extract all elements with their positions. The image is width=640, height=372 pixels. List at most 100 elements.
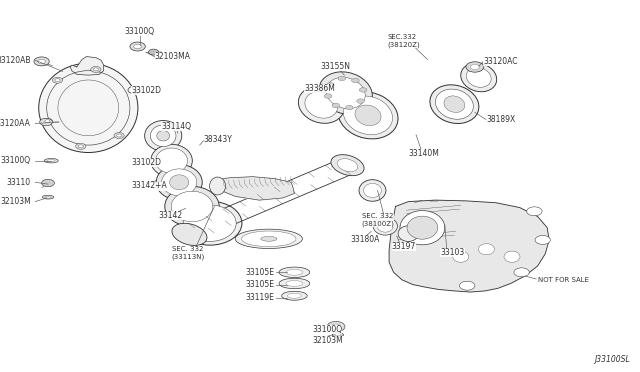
Circle shape bbox=[514, 268, 529, 277]
Ellipse shape bbox=[156, 164, 202, 200]
Text: 33102D: 33102D bbox=[131, 86, 161, 95]
Text: 33100Q: 33100Q bbox=[125, 27, 155, 36]
Text: 33140M: 33140M bbox=[408, 149, 439, 158]
Text: 33142: 33142 bbox=[159, 211, 183, 220]
Circle shape bbox=[332, 324, 340, 329]
Polygon shape bbox=[218, 177, 294, 200]
Ellipse shape bbox=[364, 183, 381, 198]
Ellipse shape bbox=[326, 77, 365, 109]
Ellipse shape bbox=[373, 217, 397, 235]
Circle shape bbox=[351, 78, 359, 83]
Ellipse shape bbox=[504, 251, 520, 262]
Ellipse shape bbox=[170, 175, 189, 190]
Circle shape bbox=[359, 88, 367, 92]
Circle shape bbox=[34, 57, 49, 66]
Ellipse shape bbox=[282, 291, 307, 300]
Circle shape bbox=[76, 143, 86, 149]
Text: 33120AB: 33120AB bbox=[0, 56, 31, 65]
Circle shape bbox=[40, 118, 52, 126]
Circle shape bbox=[38, 59, 45, 64]
Text: 32103MA: 32103MA bbox=[155, 52, 191, 61]
Ellipse shape bbox=[479, 244, 495, 255]
Ellipse shape bbox=[287, 293, 301, 298]
Circle shape bbox=[148, 49, 159, 55]
Ellipse shape bbox=[150, 125, 176, 147]
Text: SEC. 332
(33113N): SEC. 332 (33113N) bbox=[172, 246, 205, 260]
Text: 33142+A: 33142+A bbox=[131, 182, 167, 190]
Text: 33105E: 33105E bbox=[245, 280, 274, 289]
Text: 33100Q: 33100Q bbox=[312, 325, 342, 334]
Ellipse shape bbox=[178, 201, 242, 245]
Ellipse shape bbox=[165, 186, 219, 227]
Circle shape bbox=[45, 120, 50, 123]
Text: SEC.332
(38120Z): SEC.332 (38120Z) bbox=[387, 34, 420, 48]
Ellipse shape bbox=[467, 67, 491, 87]
Text: 38343Y: 38343Y bbox=[204, 135, 232, 144]
Ellipse shape bbox=[461, 63, 497, 92]
Text: 33197: 33197 bbox=[392, 242, 416, 251]
Text: 32103M: 32103M bbox=[312, 336, 343, 345]
Text: 33114Q: 33114Q bbox=[161, 122, 191, 131]
Circle shape bbox=[42, 179, 54, 187]
Circle shape bbox=[346, 105, 353, 110]
Text: 33155N: 33155N bbox=[320, 62, 350, 71]
Text: 33110: 33110 bbox=[6, 178, 31, 187]
Ellipse shape bbox=[400, 211, 445, 245]
Circle shape bbox=[327, 83, 335, 87]
Circle shape bbox=[78, 145, 83, 148]
Ellipse shape bbox=[335, 334, 341, 336]
Ellipse shape bbox=[430, 85, 479, 124]
Ellipse shape bbox=[172, 223, 207, 246]
Ellipse shape bbox=[331, 155, 364, 176]
Ellipse shape bbox=[261, 237, 277, 241]
Circle shape bbox=[116, 134, 122, 137]
Circle shape bbox=[338, 76, 346, 81]
Text: 33105E: 33105E bbox=[245, 268, 274, 277]
Circle shape bbox=[42, 118, 52, 124]
Ellipse shape bbox=[298, 87, 344, 123]
Circle shape bbox=[114, 132, 124, 138]
Ellipse shape bbox=[444, 96, 465, 112]
Ellipse shape bbox=[305, 92, 338, 118]
Text: 33120AC: 33120AC bbox=[483, 57, 518, 66]
Text: 33120AA: 33120AA bbox=[0, 119, 31, 128]
Text: 33100Q: 33100Q bbox=[1, 156, 31, 165]
Ellipse shape bbox=[407, 216, 438, 239]
Circle shape bbox=[55, 79, 60, 82]
Ellipse shape bbox=[39, 63, 138, 153]
Ellipse shape bbox=[378, 220, 393, 232]
Text: J33100SL: J33100SL bbox=[595, 355, 630, 364]
Circle shape bbox=[130, 42, 145, 51]
Text: 33119E: 33119E bbox=[245, 293, 274, 302]
Ellipse shape bbox=[184, 205, 236, 241]
Text: 38189X: 38189X bbox=[486, 115, 516, 124]
Ellipse shape bbox=[151, 144, 193, 177]
Circle shape bbox=[535, 235, 550, 244]
Ellipse shape bbox=[337, 159, 358, 171]
Circle shape bbox=[91, 67, 101, 73]
Ellipse shape bbox=[453, 251, 468, 262]
Circle shape bbox=[356, 99, 364, 103]
Ellipse shape bbox=[145, 121, 182, 151]
Circle shape bbox=[470, 64, 479, 70]
Ellipse shape bbox=[286, 280, 303, 286]
Text: SEC. 332
(38100Z): SEC. 332 (38100Z) bbox=[362, 214, 394, 227]
Text: 33180A: 33180A bbox=[351, 235, 380, 244]
Ellipse shape bbox=[45, 196, 51, 198]
Text: 33103: 33103 bbox=[440, 248, 465, 257]
Ellipse shape bbox=[157, 131, 170, 141]
Ellipse shape bbox=[47, 160, 55, 162]
Text: NOT FOR SALE: NOT FOR SALE bbox=[538, 277, 589, 283]
Ellipse shape bbox=[359, 180, 386, 201]
Circle shape bbox=[134, 44, 141, 49]
Circle shape bbox=[324, 94, 332, 98]
Circle shape bbox=[460, 281, 475, 290]
Text: 32103M: 32103M bbox=[0, 197, 31, 206]
Polygon shape bbox=[389, 200, 549, 292]
Ellipse shape bbox=[435, 89, 474, 119]
Ellipse shape bbox=[355, 105, 381, 126]
Ellipse shape bbox=[279, 267, 310, 278]
Circle shape bbox=[93, 68, 99, 71]
Ellipse shape bbox=[162, 169, 197, 196]
Ellipse shape bbox=[398, 226, 419, 241]
